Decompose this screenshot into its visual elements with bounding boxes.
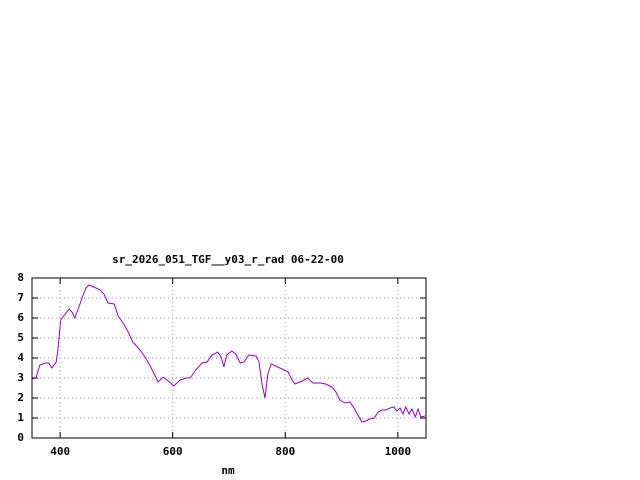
y-tick-label: 0 xyxy=(17,431,24,444)
x-tick-label: 1000 xyxy=(385,445,412,458)
y-tick-label: 4 xyxy=(17,351,24,364)
data-line xyxy=(31,284,425,423)
plot-border xyxy=(31,277,427,439)
y-tick-label: 2 xyxy=(17,391,24,404)
chart-title: sr_2026_051_TGF__y03_r_rad 06-22-00 xyxy=(112,253,344,266)
x-tick-label: 800 xyxy=(275,445,295,458)
x-tick-label: 400 xyxy=(50,445,70,458)
y-tick-label: 7 xyxy=(17,291,24,304)
y-tick-label: 8 xyxy=(17,271,24,284)
y-tick-label: 6 xyxy=(17,311,24,324)
x-axis-label: nm xyxy=(221,464,235,477)
y-tick-label: 5 xyxy=(17,331,24,344)
x-tick-label: 600 xyxy=(163,445,183,458)
y-tick-label: 3 xyxy=(17,371,24,384)
y-tick-label: 1 xyxy=(17,411,24,424)
